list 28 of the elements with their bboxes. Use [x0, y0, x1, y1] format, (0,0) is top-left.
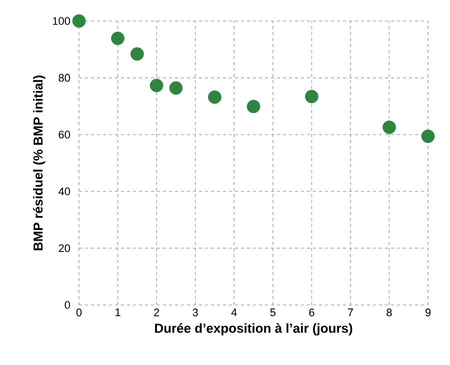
x-tick-label: 8	[386, 308, 392, 316]
x-tick-label: 3	[192, 308, 198, 316]
point	[246, 100, 260, 114]
x-tick-label: 9	[425, 308, 431, 316]
x-tick-label: 0	[76, 308, 82, 316]
x-tick-label: 7	[348, 308, 353, 316]
x-tick-label: 4	[231, 308, 237, 316]
x-tick-label: 5	[270, 308, 276, 316]
point	[208, 90, 222, 104]
x-axis-title: Durée d’exposition à l’air (jours)	[155, 323, 352, 336]
x-tick-label: 6	[309, 308, 314, 316]
y-tick-label: 100	[52, 17, 70, 25]
x-tick-label: 2	[154, 308, 160, 316]
x-tick-label: 1	[116, 308, 120, 316]
point	[72, 14, 86, 28]
y-tick-label: 20	[58, 244, 70, 252]
point	[130, 47, 144, 61]
point	[382, 120, 396, 134]
y-axis-title: BMP résiduel (% BMP initial)	[33, 76, 46, 250]
point	[421, 130, 435, 144]
point	[111, 32, 124, 46]
y-tick-label: 0	[64, 301, 70, 309]
y-tick-label: 60	[58, 130, 70, 138]
point	[169, 81, 183, 95]
point	[304, 90, 318, 104]
point	[150, 78, 164, 92]
y-tick-label: 80	[58, 74, 70, 82]
y-tick-label: 40	[58, 188, 70, 196]
